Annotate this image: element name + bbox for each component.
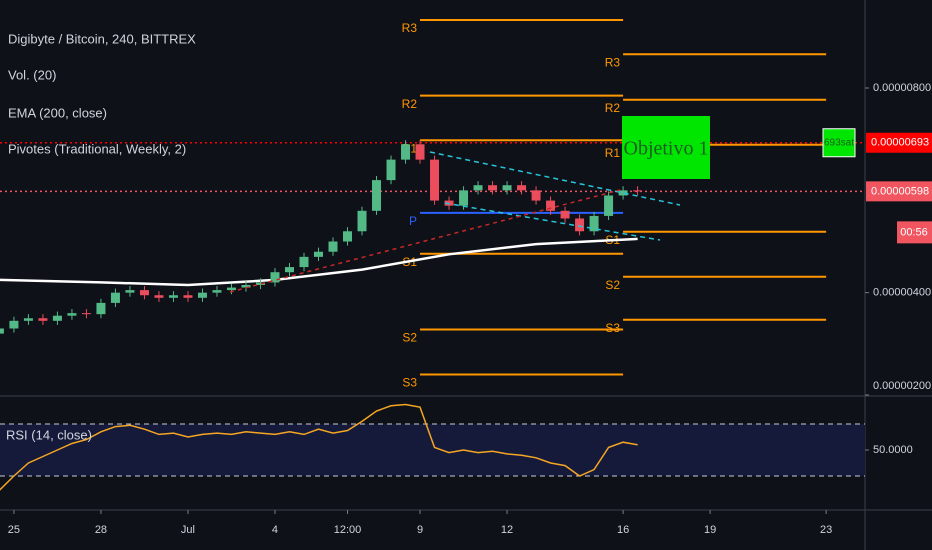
- sat-tag: [822, 128, 856, 158]
- price-tag: [866, 181, 932, 202]
- candle-body: [618, 190, 628, 196]
- candle-body: [9, 320, 19, 329]
- candle-body: [270, 272, 280, 283]
- sat-tag-label: 693sat: [824, 137, 854, 148]
- indicator-label: Pivotes (Traditional, Weekly, 2): [8, 141, 186, 156]
- candle-body: [546, 200, 556, 211]
- x-tick-label: 12: [501, 524, 513, 536]
- candle-body: [502, 185, 512, 191]
- pivot-label: R2: [402, 97, 418, 111]
- y-tick-label: 0.00000200: [873, 380, 931, 392]
- pivot-label: R3: [605, 55, 621, 69]
- candle-body: [314, 251, 324, 257]
- candle-body: [560, 210, 570, 219]
- candle-body: [96, 302, 106, 315]
- rsi-tick-label: 50.0000: [873, 444, 913, 456]
- candle-body: [81, 313, 91, 315]
- candle-body: [23, 318, 33, 321]
- candle-body: [226, 287, 236, 291]
- candle-body: [401, 144, 411, 160]
- candle-body: [52, 315, 62, 321]
- candle-body: [241, 284, 251, 288]
- chart-title: Digibyte / Bitcoin, 240, BITTREX: [8, 31, 196, 46]
- candle-body: [473, 185, 483, 191]
- x-tick-label: 23: [820, 524, 832, 536]
- x-tick-label: 12:00: [334, 524, 362, 536]
- candle-body: [415, 144, 425, 160]
- pivot-label: R2: [605, 101, 621, 115]
- pivot-label: R3: [402, 21, 418, 35]
- candle-body: [110, 292, 120, 303]
- candle-body: [139, 290, 149, 296]
- candle-body: [328, 241, 338, 252]
- ema-line: [0, 237, 638, 287]
- annotation-box: [622, 116, 710, 179]
- candle-body: [531, 190, 541, 201]
- rsi-title: RSI (14, close): [6, 427, 92, 442]
- candle-body: [488, 185, 498, 191]
- candle-body: [38, 318, 48, 321]
- rsi-line: [0, 403, 638, 491]
- indicator-label: EMA (200, close): [8, 105, 107, 120]
- candle-body: [299, 256, 309, 268]
- rsi-band-fill: [0, 424, 865, 476]
- annotation: Objetivo 1: [624, 138, 709, 160]
- candle-body: [372, 180, 382, 211]
- candle-body: [168, 295, 178, 298]
- candle-body: [575, 218, 585, 232]
- candle-body: [154, 295, 164, 298]
- candle-body: [459, 190, 469, 206]
- price-tag-label: 0.00000598: [871, 185, 929, 197]
- trend-line: [429, 151, 681, 206]
- candle-body: [255, 282, 265, 285]
- candle-body: [589, 215, 599, 232]
- price-tag-label: 0.00000693: [871, 137, 929, 149]
- x-tick-label: 16: [617, 524, 629, 536]
- pivot-label: P: [409, 214, 417, 228]
- candle-body: [125, 290, 135, 293]
- pivot-label: S3: [402, 376, 417, 390]
- candle-body: [197, 292, 207, 298]
- indicator-label: Vol. (20): [8, 67, 56, 82]
- x-tick-label: 9: [417, 524, 423, 536]
- pivot-label: S3: [605, 321, 620, 335]
- trend-line: [229, 189, 621, 293]
- x-tick-label: 28: [95, 524, 107, 536]
- candle-body: [633, 190, 643, 192]
- candle-body: [67, 313, 77, 316]
- candle-body: [604, 195, 614, 216]
- candle-body: [212, 290, 222, 293]
- pivot-label: R1: [605, 146, 621, 160]
- x-tick-label: 19: [704, 524, 716, 536]
- countdown-tag: [897, 221, 932, 244]
- candle-body: [343, 231, 353, 242]
- price-tag: [866, 132, 932, 153]
- candle-body: [517, 185, 527, 191]
- plot-area: R3R2R1PS1S2S3R3R2R1S1S2S3: [0, 18, 865, 491]
- x-tick-label: 25: [8, 524, 20, 536]
- trend-line: [444, 202, 661, 241]
- candle-body: [284, 267, 294, 273]
- x-tick-label: Jul: [181, 524, 195, 536]
- countdown: 00:56: [900, 226, 928, 238]
- candle-body: [183, 295, 193, 298]
- candle-body: [357, 210, 367, 232]
- candle-body: [430, 159, 440, 201]
- pivot-label: S2: [605, 278, 620, 292]
- candle-body: [386, 159, 396, 181]
- y-tick-label: 0.00000800: [873, 82, 931, 94]
- candle-body: [0, 328, 4, 334]
- x-tick-label: 4: [272, 524, 278, 536]
- y-tick-label: 0.00000400: [873, 287, 931, 299]
- pivot-label: S2: [402, 331, 417, 345]
